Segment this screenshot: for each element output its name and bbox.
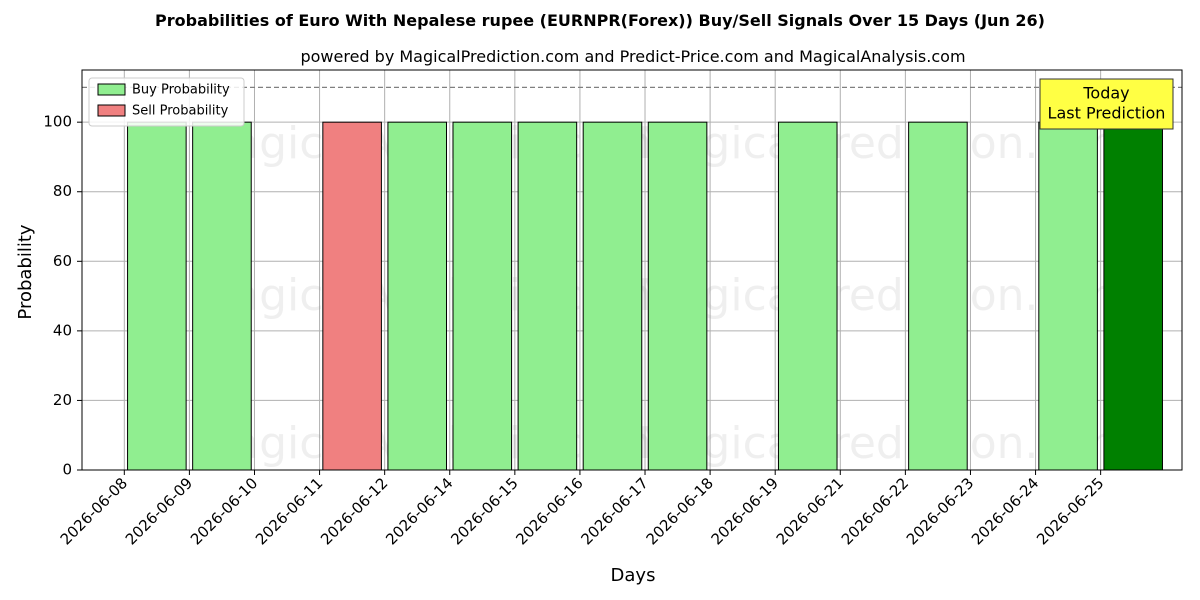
bars bbox=[127, 121, 1163, 471]
y-tick-label: 80 bbox=[53, 182, 72, 200]
bar-buy bbox=[517, 121, 578, 471]
annotation-text: Today bbox=[1082, 84, 1129, 103]
bar-buy bbox=[647, 121, 708, 471]
bar-buy bbox=[582, 121, 643, 471]
bar-buy bbox=[127, 121, 187, 471]
bar-buy bbox=[192, 121, 252, 471]
legend-box bbox=[88, 77, 245, 127]
chart-subtitle: powered by MagicalPrediction.com and Pre… bbox=[300, 47, 965, 66]
bar-sell bbox=[322, 121, 382, 471]
bar-buy bbox=[777, 121, 838, 471]
legend-swatch bbox=[97, 83, 126, 96]
x-axis-label: Days bbox=[611, 565, 656, 586]
bar-buy bbox=[452, 121, 513, 471]
y-tick-label: 100 bbox=[43, 113, 72, 131]
y-tick-label: 0 bbox=[62, 461, 72, 479]
y-axis: 0 20 40 60 80 100 bbox=[43, 113, 82, 479]
chart-title: Probabilities of Euro With Nepalese rupe… bbox=[155, 11, 1045, 30]
y-axis-label: Probability bbox=[15, 224, 36, 319]
legend-label: Sell Probability bbox=[132, 104, 229, 119]
bar-buy bbox=[1038, 121, 1098, 471]
legend: Buy Probability Sell Probability bbox=[88, 77, 245, 127]
plot-frame bbox=[81, 69, 1183, 471]
y-tick-label: 40 bbox=[53, 321, 72, 339]
annotation-box bbox=[1039, 78, 1174, 130]
legend-swatch bbox=[97, 104, 126, 117]
y-tick-label: 20 bbox=[53, 391, 72, 409]
legend-label: Buy Probability bbox=[132, 83, 230, 98]
bar-buy bbox=[908, 121, 968, 471]
bar-buy bbox=[387, 121, 447, 471]
bar-today bbox=[1103, 121, 1163, 471]
annotation-text: Last Prediction bbox=[1048, 104, 1166, 123]
y-tick-label: 60 bbox=[53, 252, 72, 270]
